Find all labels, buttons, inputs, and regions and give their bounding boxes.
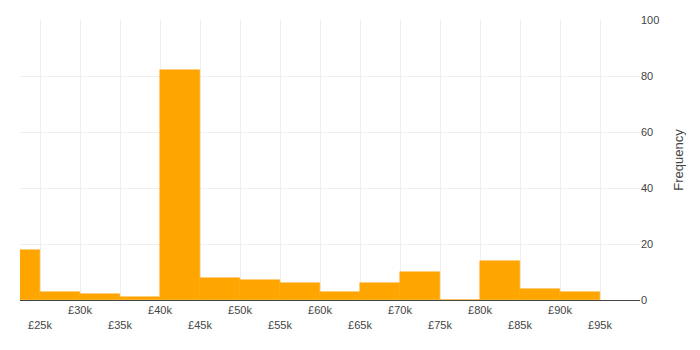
svg-text:£65k: £65k xyxy=(348,319,372,331)
svg-text:£70k: £70k xyxy=(388,304,412,316)
svg-text:£60k: £60k xyxy=(308,304,332,316)
svg-text:£30k: £30k xyxy=(68,304,92,316)
svg-text:£35k: £35k xyxy=(108,319,132,331)
svg-text:40: 40 xyxy=(641,182,653,194)
svg-text:£40k: £40k xyxy=(148,304,172,316)
svg-text:0: 0 xyxy=(641,294,647,306)
svg-text:£80k: £80k xyxy=(468,304,492,316)
svg-text:£75k: £75k xyxy=(428,319,452,331)
svg-text:£90k: £90k xyxy=(548,304,572,316)
svg-text:Frequency: Frequency xyxy=(671,129,686,191)
svg-text:60: 60 xyxy=(641,126,653,138)
svg-text:£50k: £50k xyxy=(228,304,252,316)
svg-text:£25k: £25k xyxy=(28,319,52,331)
svg-text:£85k: £85k xyxy=(508,319,532,331)
svg-text:£95k: £95k xyxy=(588,319,612,331)
svg-text:20: 20 xyxy=(641,238,653,250)
svg-text:£55k: £55k xyxy=(268,319,292,331)
svg-text:£45k: £45k xyxy=(188,319,212,331)
svg-text:100: 100 xyxy=(641,14,659,26)
svg-text:80: 80 xyxy=(641,70,653,82)
